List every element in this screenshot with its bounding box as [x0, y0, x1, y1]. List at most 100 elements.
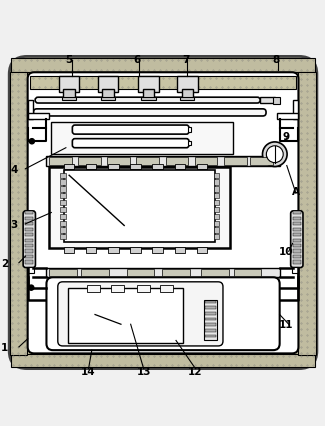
Bar — [63, 90, 75, 98]
Circle shape — [29, 285, 34, 291]
Bar — [182, 90, 193, 98]
Bar — [205, 329, 215, 332]
Bar — [195, 158, 217, 165]
Bar — [25, 233, 33, 237]
Bar — [214, 201, 219, 206]
FancyBboxPatch shape — [28, 73, 298, 354]
Bar — [11, 59, 315, 72]
Text: A: A — [292, 187, 300, 197]
Bar — [25, 239, 33, 242]
Text: 6: 6 — [134, 55, 141, 64]
Bar — [64, 248, 74, 253]
Bar — [201, 269, 229, 276]
Bar — [138, 77, 159, 93]
Bar — [205, 335, 215, 337]
Bar — [292, 261, 301, 264]
Bar — [60, 201, 66, 206]
Bar — [82, 269, 109, 276]
Bar — [292, 101, 298, 119]
Bar — [28, 101, 33, 119]
Bar — [107, 158, 130, 165]
Bar — [214, 187, 219, 192]
Bar — [214, 228, 219, 233]
Bar — [46, 268, 280, 277]
Bar — [292, 228, 301, 231]
Bar — [130, 164, 141, 170]
Text: 3: 3 — [10, 219, 18, 229]
Bar — [266, 152, 272, 161]
Text: 8: 8 — [273, 55, 280, 64]
Bar — [188, 141, 191, 146]
Text: 7: 7 — [182, 55, 189, 64]
Bar — [197, 248, 207, 253]
Text: 4: 4 — [10, 164, 18, 174]
Bar — [30, 77, 296, 90]
Text: 11: 11 — [279, 320, 293, 329]
Bar — [49, 269, 77, 276]
Bar — [25, 245, 33, 248]
Bar — [25, 261, 33, 264]
Bar — [64, 171, 215, 242]
Bar — [234, 269, 261, 276]
Bar — [298, 72, 316, 355]
Bar — [46, 157, 280, 166]
Bar — [214, 180, 219, 185]
Bar — [28, 267, 34, 273]
FancyBboxPatch shape — [33, 109, 266, 117]
Bar — [203, 300, 217, 341]
Bar — [141, 98, 156, 101]
Bar — [162, 269, 190, 276]
Bar — [180, 98, 194, 101]
Bar — [214, 235, 219, 240]
Bar — [214, 173, 219, 178]
Bar — [86, 164, 97, 170]
Text: 14: 14 — [81, 366, 96, 376]
FancyBboxPatch shape — [23, 211, 35, 268]
Bar — [292, 217, 301, 220]
Bar — [175, 164, 185, 170]
Bar — [108, 164, 119, 170]
Bar — [101, 98, 115, 101]
Bar — [205, 307, 215, 309]
Text: 2: 2 — [1, 258, 8, 268]
Bar — [197, 164, 207, 170]
Bar — [214, 221, 219, 226]
Bar — [137, 286, 150, 292]
Bar — [214, 207, 219, 213]
Bar — [292, 267, 298, 273]
Bar — [60, 207, 66, 213]
Bar — [60, 221, 66, 226]
Bar — [292, 233, 301, 237]
Bar — [188, 128, 191, 132]
Bar — [28, 114, 49, 119]
Bar — [11, 354, 315, 368]
Bar — [86, 248, 97, 253]
Bar — [25, 255, 33, 259]
Bar — [205, 318, 215, 320]
Bar — [59, 77, 80, 93]
Bar — [292, 255, 301, 259]
Bar — [127, 269, 154, 276]
FancyBboxPatch shape — [9, 57, 317, 369]
Bar — [136, 158, 159, 165]
FancyBboxPatch shape — [46, 278, 280, 350]
Bar — [152, 248, 163, 253]
Bar — [87, 286, 100, 292]
Text: 5: 5 — [66, 55, 73, 64]
Text: 10: 10 — [279, 247, 293, 257]
Bar — [143, 90, 154, 98]
Bar — [130, 248, 141, 253]
Bar — [292, 223, 301, 226]
Bar — [69, 288, 183, 343]
Text: 13: 13 — [136, 366, 151, 376]
Bar — [25, 217, 33, 220]
Bar — [205, 323, 215, 326]
Bar — [25, 250, 33, 253]
Bar — [60, 235, 66, 240]
Bar — [177, 77, 198, 93]
FancyBboxPatch shape — [35, 98, 260, 104]
Bar — [60, 180, 66, 185]
Bar — [273, 97, 280, 104]
Bar — [292, 239, 301, 242]
Text: 1: 1 — [1, 342, 8, 352]
